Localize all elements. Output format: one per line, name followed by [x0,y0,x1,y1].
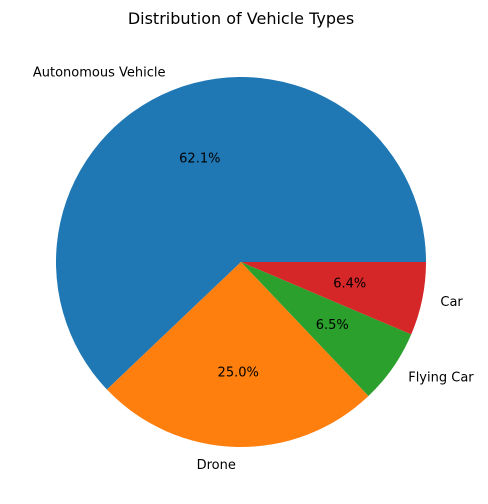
slice-percent-autonomous-vehicle: 62.1% [179,151,220,166]
pie-slice-flying-car [241,262,412,397]
pie-slice-drone [106,262,369,448]
chart-title: Distribution of Vehicle Types [128,9,354,28]
pie-slices [56,76,427,448]
slice-label-drone: Drone [197,458,236,473]
slice-percent-drone: 25.0% [218,365,259,380]
slice-percent-flying-car: 6.5% [316,318,349,333]
slice-label-car: Car [440,295,463,310]
slice-label-autonomous-vehicle: Autonomous Vehicle [33,66,166,81]
pie-slice-autonomous-vehicle [56,76,427,390]
slice-percent-car: 6.4% [333,277,366,292]
slice-label-flying-car: Flying Car [408,370,474,385]
pie-labels: Autonomous Vehicle 62.1% Drone 25.0% Flying … [33,66,474,473]
pie-slice-car [241,262,426,335]
